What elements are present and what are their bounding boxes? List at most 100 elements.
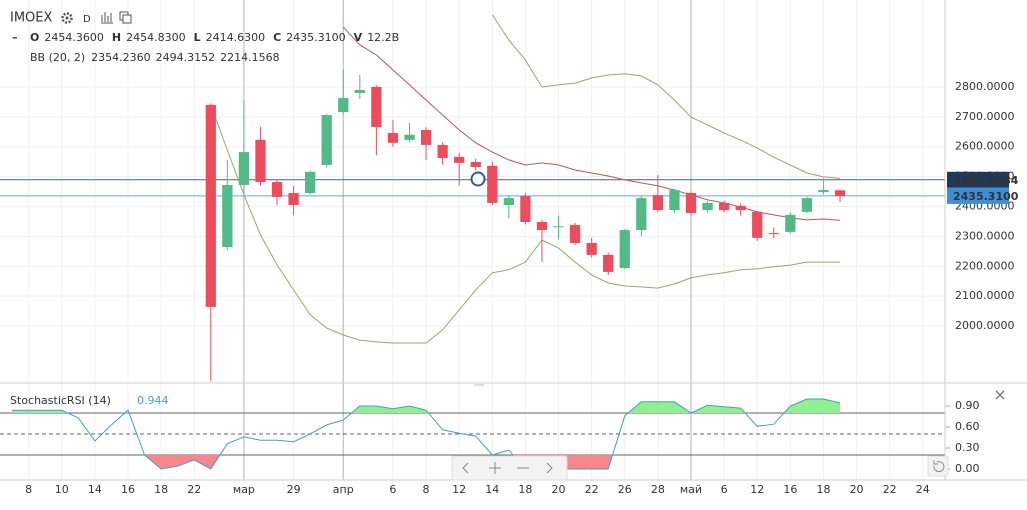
candle-body bbox=[834, 190, 846, 196]
candle-body bbox=[520, 196, 531, 223]
ohlc-key: H bbox=[112, 31, 121, 44]
nav-buttons bbox=[451, 455, 568, 481]
chart-type-icon[interactable] bbox=[101, 12, 113, 24]
x-tick-label: 29 bbox=[287, 483, 301, 496]
cursor bbox=[470, 171, 486, 187]
x-tick-label: 12 bbox=[750, 483, 764, 496]
candle-body bbox=[702, 202, 713, 211]
candle-body bbox=[470, 161, 481, 168]
indicator-label: BB (20, 2) bbox=[30, 51, 85, 64]
candle-body bbox=[321, 115, 332, 165]
candle-body bbox=[288, 193, 299, 205]
price-label-box bbox=[947, 187, 1009, 204]
candle-body bbox=[205, 104, 216, 307]
candle-body bbox=[271, 181, 283, 197]
x-tick-label: 20 bbox=[552, 483, 566, 496]
candle-body bbox=[669, 190, 680, 211]
candle-body bbox=[652, 195, 664, 211]
ohlc-key: O bbox=[30, 31, 39, 44]
candle-body bbox=[305, 171, 316, 194]
y-tick-label: 2000.0000 bbox=[955, 319, 1015, 332]
zoom-in[interactable] bbox=[489, 462, 501, 474]
y-tick-label: 2200.0000 bbox=[955, 259, 1015, 272]
candle-body bbox=[238, 152, 250, 185]
symbol[interactable]: IMOEX bbox=[10, 11, 52, 26]
compare-icon[interactable] bbox=[119, 11, 132, 24]
ohlc-value: 2454.3600 bbox=[44, 31, 104, 44]
x-tick-label: 6 bbox=[721, 483, 728, 496]
x-tick-label: 26 bbox=[618, 483, 632, 496]
stoch-value: 0.944 bbox=[137, 394, 169, 407]
x-tick-label: 12 bbox=[452, 483, 466, 496]
candle-body bbox=[752, 211, 763, 238]
x-tick-label: май bbox=[680, 483, 702, 496]
ohlc-value: 12.2B bbox=[367, 31, 399, 44]
candle-body bbox=[487, 165, 498, 203]
y-tick-label: 2600.0000 bbox=[955, 140, 1015, 153]
axes: 2000.00002100.00002200.00002300.00002400… bbox=[25, 80, 1019, 496]
x-tick-label: 10 bbox=[55, 483, 69, 496]
x-tick-label: 18 bbox=[518, 483, 532, 496]
price-label: 2435.3100 bbox=[953, 190, 1019, 203]
candle-body bbox=[785, 214, 796, 232]
candle-body bbox=[553, 226, 564, 228]
y-tick-label: 2800.0000 bbox=[955, 80, 1015, 93]
interval[interactable]: D bbox=[83, 14, 91, 25]
y-tick-label: 2100.0000 bbox=[955, 289, 1015, 302]
x-tick-label: 14 bbox=[485, 483, 499, 496]
candle-body bbox=[619, 230, 630, 269]
candle-body bbox=[437, 144, 448, 159]
candle-body bbox=[603, 254, 614, 272]
price-label: 2489.2884 bbox=[953, 174, 1019, 187]
candle-body bbox=[338, 98, 349, 113]
ohlc-value: 2454.8300 bbox=[126, 31, 186, 44]
ohlc-key: V bbox=[354, 31, 363, 44]
oversold-fill bbox=[12, 455, 840, 469]
candle-body bbox=[503, 198, 514, 205]
x-tick-label: 22 bbox=[187, 483, 201, 496]
ohlc-legend: O 2454.3600 H 2454.8300 L 2414.6300 C 2435.3100… bbox=[30, 31, 399, 44]
candle-body bbox=[735, 205, 746, 211]
y-tick-label: 2300.0000 bbox=[955, 229, 1015, 242]
scroll-left[interactable] bbox=[462, 462, 469, 474]
reset-button[interactable] bbox=[927, 455, 949, 477]
bb-legend: BB (20, 2) 2354.2360 2494.3152 2214.1568 bbox=[30, 51, 280, 64]
x-tick-label: апр bbox=[333, 483, 354, 496]
x-tick-label: 18 bbox=[816, 483, 830, 496]
band-line bbox=[210, 104, 840, 344]
price-pane bbox=[205, 14, 846, 381]
band-line bbox=[491, 14, 841, 179]
ohlc-value: 2435.3100 bbox=[286, 31, 346, 44]
price-label-box bbox=[947, 171, 1009, 188]
candle-body bbox=[768, 233, 779, 235]
stoch-line bbox=[12, 398, 841, 470]
candle-body bbox=[420, 129, 432, 145]
y-tick-label: 2700.0000 bbox=[955, 110, 1015, 123]
candle-body bbox=[354, 89, 365, 93]
y-tick-label: 0.00 bbox=[955, 462, 980, 475]
overbought-fill bbox=[12, 399, 840, 414]
settings-icon[interactable] bbox=[61, 12, 73, 24]
close-icon[interactable] bbox=[995, 390, 1005, 400]
ohlc-key: L bbox=[194, 31, 201, 44]
candle-body bbox=[636, 198, 647, 231]
x-tick-label: 20 bbox=[850, 483, 864, 496]
candle-body bbox=[404, 134, 415, 140]
x-tick-label: 16 bbox=[783, 483, 797, 496]
indicator-value: 2214.1568 bbox=[220, 51, 280, 64]
x-tick-label: 8 bbox=[25, 483, 32, 496]
x-tick-label: 22 bbox=[883, 483, 897, 496]
y-tick-label: 0.90 bbox=[955, 399, 980, 412]
candle-body bbox=[371, 86, 382, 127]
candle-body bbox=[536, 222, 548, 231]
scroll-right[interactable] bbox=[546, 462, 553, 474]
x-tick-label: 14 bbox=[88, 483, 102, 496]
collapse-icon[interactable]: – bbox=[12, 31, 18, 44]
x-tick-label: 28 bbox=[651, 483, 665, 496]
x-tick-label: 8 bbox=[423, 483, 430, 496]
candle-body bbox=[685, 193, 697, 214]
y-tick-label: 0.60 bbox=[955, 420, 980, 433]
x-tick-label: 6 bbox=[389, 483, 396, 496]
